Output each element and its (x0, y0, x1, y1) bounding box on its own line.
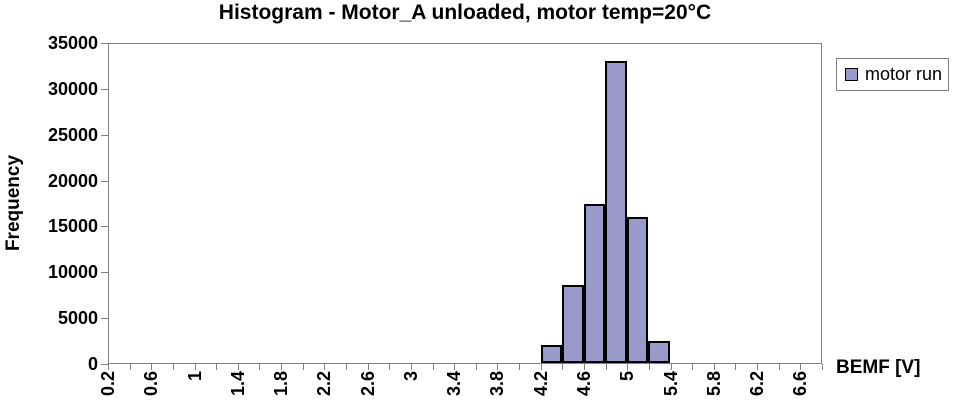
histogram-bar (540, 344, 563, 363)
x-axis-tick-label-text: 1.8 (271, 371, 292, 397)
x-axis-tick (194, 364, 196, 370)
y-axis-tick-label: 20000 (47, 170, 98, 191)
y-axis-tick (101, 88, 108, 90)
chart-title: Histogram - Motor_A unloaded, motor temp… (218, 1, 712, 24)
legend-entry-label: motor run (865, 64, 943, 84)
histogram-bar (583, 204, 606, 363)
x-axis-tick (627, 364, 629, 370)
legend-box: motor run (836, 58, 949, 91)
x-axis-tick-label-text: 1 (184, 371, 205, 382)
x-axis-tick (151, 364, 153, 370)
y-axis-tick (101, 318, 108, 320)
histogram-bar (605, 61, 627, 363)
x-axis-tick (108, 364, 109, 370)
x-axis-tick (778, 364, 780, 370)
y-axis-tick-label: 30000 (47, 78, 98, 99)
x-axis-tick-label-text: 3.4 (444, 371, 465, 397)
y-axis-tick-label: 10000 (47, 262, 98, 283)
x-axis-tick-label-text: 3 (400, 371, 421, 382)
x-axis-tick-label-text: 5.8 (703, 371, 724, 397)
histogram-bar (562, 284, 584, 363)
x-axis-tick (475, 364, 477, 370)
x-axis-tick-label-text: 2.6 (357, 371, 378, 397)
histogram-bar (626, 217, 649, 363)
x-axis-tick (259, 364, 261, 370)
x-axis-tick (389, 364, 391, 370)
x-axis-tick (324, 364, 326, 370)
x-axis-tick (237, 364, 239, 370)
x-axis-tick (648, 364, 650, 370)
x-axis-tick (497, 364, 499, 370)
x-axis-tick-label-text: 1.4 (227, 371, 248, 397)
x-axis-tick-label-text: 6.2 (747, 371, 768, 397)
y-axis-tick (101, 180, 108, 182)
y-axis-tick-label: 25000 (47, 124, 98, 145)
x-axis-tick (302, 364, 304, 370)
x-axis-tick (346, 364, 347, 370)
x-axis-tick (562, 364, 564, 370)
x-axis-tick (757, 364, 759, 370)
x-axis-tick (800, 364, 802, 370)
x-axis-tick (172, 364, 174, 370)
legend-swatch-icon (845, 68, 858, 81)
x-axis-tick (454, 364, 456, 370)
x-axis-tick-label-text: 2.2 (314, 371, 335, 397)
x-axis-tick-label-text: 0.6 (141, 371, 162, 397)
y-axis-tick-label: 5000 (57, 308, 98, 329)
x-axis-tick (410, 364, 412, 370)
x-axis-tick (281, 364, 283, 370)
x-axis-tick (519, 364, 521, 370)
x-axis-tick (129, 364, 131, 370)
x-axis-tick (432, 364, 434, 370)
y-axis-tick-label: 35000 (47, 33, 98, 53)
x-axis-tick (670, 364, 672, 370)
plot-area (108, 43, 822, 364)
y-axis-tick (101, 226, 108, 228)
x-axis-tick (692, 364, 694, 370)
y-axis-tick-label: 0 (87, 354, 98, 374)
y-axis-tick (101, 134, 108, 136)
y-axis-tick (101, 364, 108, 365)
x-axis-tick-label-text: 0.2 (98, 371, 118, 397)
x-axis-tick (822, 364, 823, 370)
x-axis-tick-label-text: 4.6 (574, 371, 594, 397)
x-axis-tick-label-text: 4.2 (530, 371, 551, 397)
x-axis-tick-label-text: 3.8 (487, 371, 508, 397)
x-axis-tick (367, 364, 369, 370)
x-axis-tick-label-text: 6.6 (790, 371, 811, 397)
x-axis-tick (540, 364, 542, 370)
x-axis-tick-label-text: 5.4 (660, 371, 681, 397)
x-axis-tick (216, 364, 218, 370)
x-axis-tick-label-text: 5 (617, 371, 638, 382)
histogram-bar (648, 340, 670, 363)
x-axis-title: BEMF [V] (836, 357, 921, 378)
y-axis-tick-label: 15000 (47, 216, 98, 237)
x-axis-tick (713, 364, 715, 370)
y-axis-tick (101, 272, 108, 274)
x-axis-tick (584, 364, 585, 370)
y-axis-tick (101, 43, 108, 44)
x-axis-tick (735, 364, 737, 370)
x-axis-tick (605, 364, 607, 370)
